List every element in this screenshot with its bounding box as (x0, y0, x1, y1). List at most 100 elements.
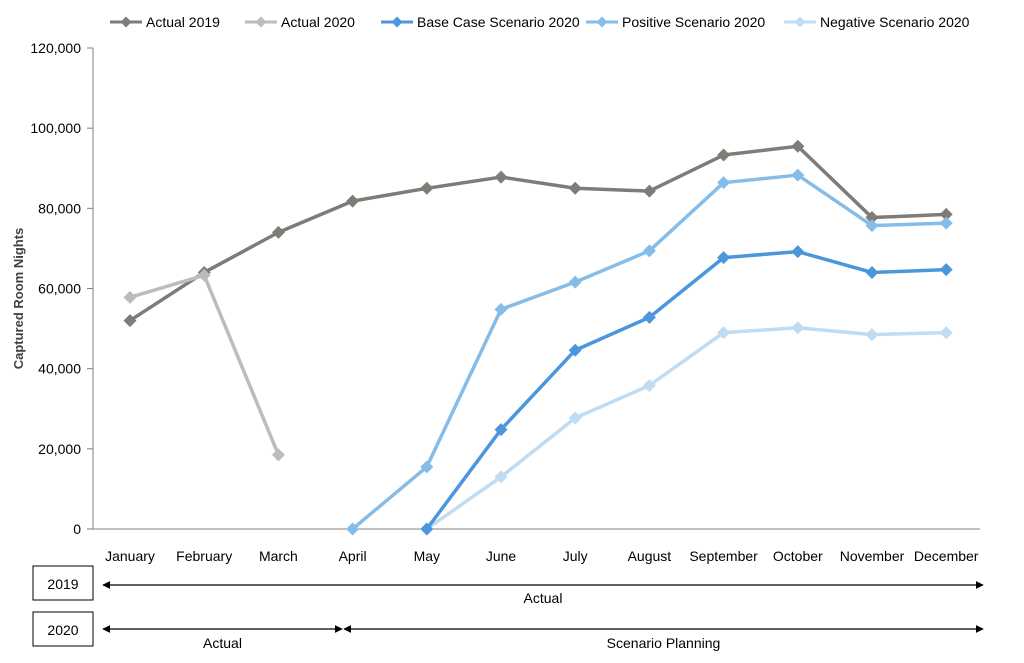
timeline-label: Actual (203, 635, 242, 651)
y-tick-label: 20,000 (38, 441, 81, 457)
series-line (425, 249, 947, 531)
x-tick-label-october: October (773, 548, 823, 564)
data-point-august (642, 244, 656, 258)
timeline-label: Actual (524, 590, 563, 606)
series-line (129, 144, 947, 323)
legend-label: Actual 2020 (281, 14, 355, 30)
data-point-august (642, 379, 656, 393)
x-tick-label-january: January (105, 548, 155, 564)
data-point-august (642, 310, 656, 324)
data-point-may (420, 181, 434, 195)
year-box (32, 565, 94, 601)
y-tick-label: 80,000 (38, 200, 81, 216)
legend-marker (794, 16, 806, 28)
legend-label: Negative Scenario 2020 (820, 14, 970, 30)
data-point-november (865, 265, 879, 279)
legend-marker (255, 16, 267, 28)
data-point-september (717, 176, 731, 190)
legend: Actual 2019 Actual 2020 Base Case Scenario… (110, 14, 970, 30)
x-tick-label-september: September (689, 548, 758, 564)
timeline: 2019 Actual 2020 Actual Scenario Planning (32, 565, 984, 651)
data-point-april (346, 522, 360, 536)
legend-item-base-case-scenario-2020: Base Case Scenario 2020 (381, 14, 580, 30)
timeline-segment-actual: Actual (102, 581, 984, 606)
year-box (32, 611, 94, 647)
data-point-october (791, 168, 805, 182)
legend-marker (596, 16, 608, 28)
data-point-january (123, 314, 137, 328)
timeline-label: Scenario Planning (607, 635, 721, 651)
data-point-february (197, 268, 211, 282)
x-tick-label-february: February (176, 548, 232, 564)
y-tick-label: 40,000 (38, 361, 81, 377)
series-layer (123, 139, 953, 536)
x-tick-label-may: May (414, 548, 440, 564)
y-axis-title: Captured Room Nights (11, 228, 26, 370)
data-point-april (346, 194, 360, 208)
data-point-november (865, 219, 879, 233)
legend-marker (120, 16, 132, 28)
data-point-may (420, 460, 434, 474)
data-point-june (494, 423, 508, 437)
data-point-march (271, 448, 285, 462)
data-point-august (642, 184, 656, 198)
legend-item-actual-2020: Actual 2020 (245, 14, 355, 30)
axes: 0 20,000 40,000 60,000 80,000 100,000 120,000 C… (11, 40, 980, 537)
data-point-july (568, 411, 582, 425)
data-point-september (717, 251, 731, 265)
legend-item-actual-2019: Actual 2019 (110, 14, 220, 30)
x-tick-labels: January February March April May June July Augu… (105, 548, 979, 564)
legend-label: Positive Scenario 2020 (622, 14, 765, 30)
x-tick-label-march: March (259, 548, 298, 564)
data-point-december (939, 326, 953, 340)
y-tick-label: 100,000 (30, 120, 81, 136)
data-point-january (123, 290, 137, 304)
y-tick-label: 0 (73, 521, 81, 537)
data-point-october (791, 139, 805, 153)
series-line (129, 273, 281, 456)
data-point-may (420, 522, 434, 536)
year-label: 2019 (47, 576, 78, 592)
data-point-october (791, 245, 805, 259)
series-line (351, 173, 947, 531)
x-tick-label-june: June (486, 548, 517, 564)
data-point-october (791, 321, 805, 335)
x-tick-label-november: November (840, 548, 905, 564)
legend-marker (391, 16, 403, 28)
legend-item-positive-scenario-2020: Positive Scenario 2020 (586, 14, 765, 30)
data-point-march (271, 225, 285, 239)
timeline-row-2020: 2020 Actual Scenario Planning (32, 611, 984, 651)
x-tick-label-april: April (339, 548, 367, 564)
data-point-december (939, 216, 953, 230)
series-line (425, 326, 947, 531)
legend-label: Actual 2019 (146, 14, 220, 30)
x-tick-label-july: July (563, 548, 588, 564)
legend-label: Base Case Scenario 2020 (417, 14, 580, 30)
data-point-december (939, 207, 953, 221)
series-actual-2020 (123, 268, 285, 462)
data-point-september (717, 326, 731, 340)
timeline-segment-scenario-planning: Scenario Planning (343, 625, 984, 651)
data-point-june (494, 302, 508, 316)
y-tick-label: 60,000 (38, 281, 81, 297)
data-point-july (568, 343, 582, 357)
year-label: 2020 (47, 622, 78, 638)
data-point-july (568, 275, 582, 289)
data-point-june (494, 470, 508, 484)
series-positive-scenario-2020 (346, 168, 953, 536)
data-point-september (717, 148, 731, 162)
series-base-case-scenario-2020 (420, 245, 953, 536)
data-point-november (865, 211, 879, 225)
x-tick-label-december: December (914, 548, 979, 564)
data-point-july (568, 181, 582, 195)
data-point-june (494, 170, 508, 184)
timeline-segment-actual: Actual (102, 625, 343, 651)
data-point-november (865, 328, 879, 342)
y-tick-label: 120,000 (30, 40, 81, 56)
timeline-row-2019: 2019 Actual (32, 565, 984, 606)
legend-item-negative-scenario-2020: Negative Scenario 2020 (784, 14, 970, 30)
data-point-december (939, 263, 953, 277)
x-tick-label-august: August (628, 548, 672, 564)
